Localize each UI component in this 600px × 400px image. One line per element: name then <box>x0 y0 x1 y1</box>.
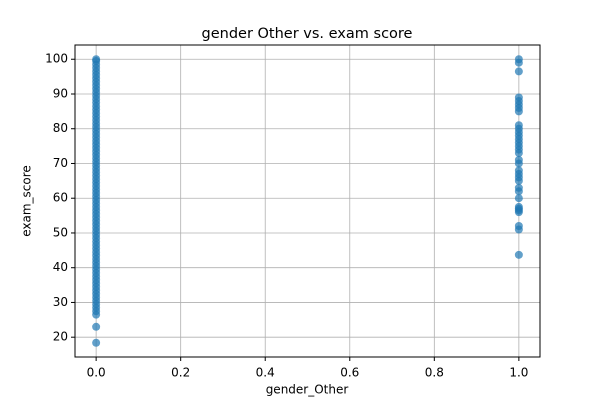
y-tick-label: 90 <box>53 86 68 100</box>
y-tick-label: 30 <box>53 295 68 309</box>
point <box>514 194 523 203</box>
x-tick-label: 0.0 <box>87 366 106 380</box>
point <box>514 183 523 192</box>
y-tick-label: 40 <box>53 260 68 274</box>
point <box>514 166 523 175</box>
y-tick-label: 80 <box>53 121 68 135</box>
point <box>514 121 523 130</box>
point <box>92 55 101 64</box>
x-tick-label: 1.0 <box>509 366 528 380</box>
x-tick-label: 0.6 <box>340 366 359 380</box>
x-axis-label: gender_Other <box>266 383 349 397</box>
point <box>92 322 101 331</box>
point <box>514 156 523 165</box>
y-tick-label: 20 <box>53 330 68 344</box>
point <box>514 202 523 211</box>
x-tick-label: 0.8 <box>425 366 444 380</box>
point <box>514 222 523 231</box>
x-tick-label: 0.4 <box>256 366 275 380</box>
y-tick-label: 60 <box>53 191 68 205</box>
x-tick-label: 0.2 <box>171 366 190 380</box>
point <box>514 250 523 259</box>
y-tick-label: 100 <box>45 52 68 66</box>
point <box>514 55 523 64</box>
y-tick-label: 70 <box>53 156 68 170</box>
point <box>92 338 101 347</box>
point <box>514 67 523 76</box>
y-tick-label: 50 <box>53 225 68 239</box>
point <box>514 93 523 102</box>
y-axis-label: exam_score <box>20 165 34 237</box>
chart-title: gender Other vs. exam score <box>202 26 413 42</box>
plot-frame <box>74 44 541 358</box>
